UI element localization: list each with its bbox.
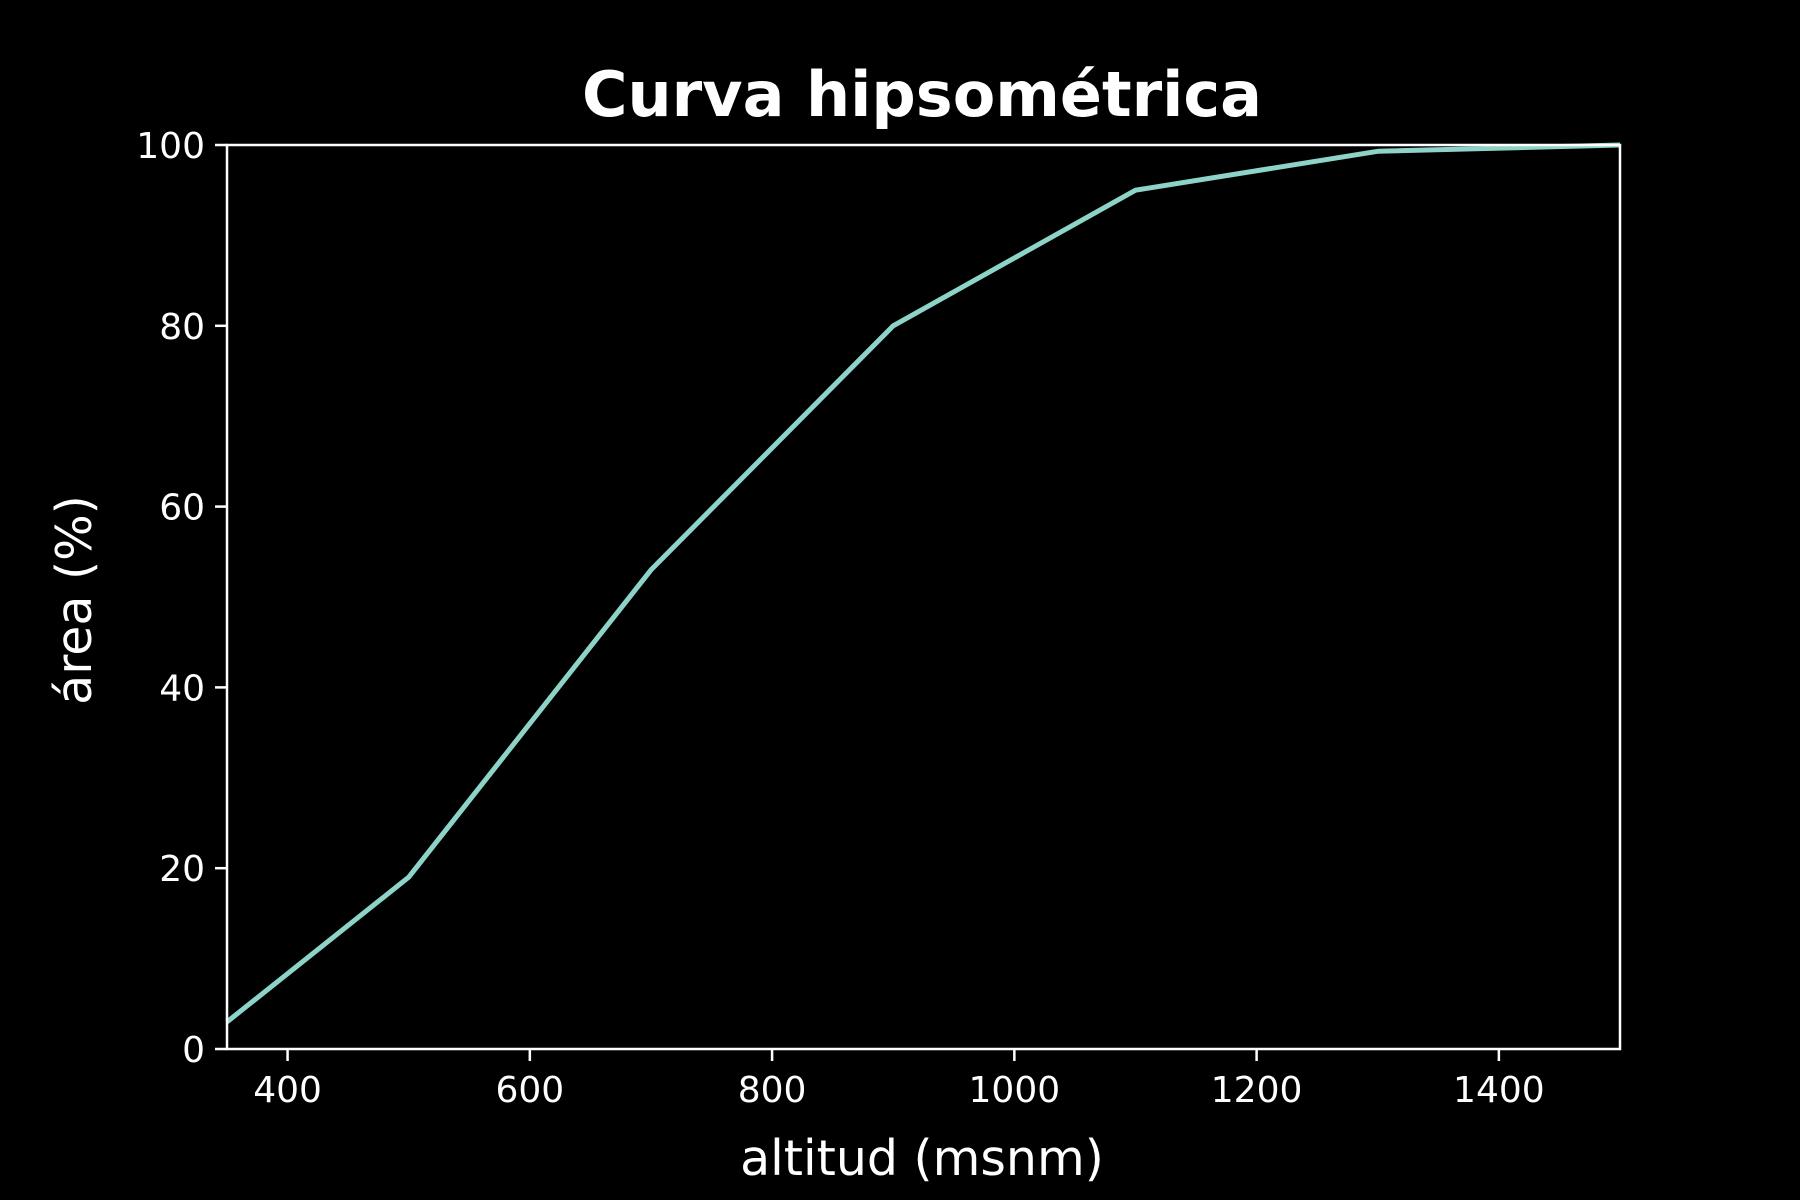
y-tick-label: 20	[159, 849, 205, 890]
x-tick-label: 400	[253, 1070, 322, 1111]
x-tick-label: 600	[495, 1070, 564, 1111]
y-tick-label: 60	[159, 488, 205, 529]
y-tick-label: 80	[159, 307, 205, 348]
y-axis-label: área (%)	[46, 495, 103, 705]
chart-title: Curva hipsométrica	[582, 58, 1262, 131]
x-axis: 400 600 800 1000 1200 1400	[253, 1049, 1545, 1111]
x-tick-label: 1200	[1211, 1070, 1303, 1111]
x-tick-label: 1400	[1453, 1070, 1545, 1111]
y-tick-label: 100	[136, 126, 205, 167]
y-tick-label: 40	[159, 668, 205, 709]
x-tick-label: 1000	[969, 1070, 1061, 1111]
series-line-0	[225, 142, 1621, 1024]
x-tick-label: 800	[738, 1070, 807, 1111]
x-axis-label: altitud (msnm)	[740, 1130, 1104, 1187]
y-tick-label: 0	[182, 1030, 205, 1071]
plot-area	[225, 142, 1622, 1051]
plot-frame	[225, 143, 1622, 1051]
y-axis: 0 20 40 60 80 100	[136, 126, 227, 1071]
